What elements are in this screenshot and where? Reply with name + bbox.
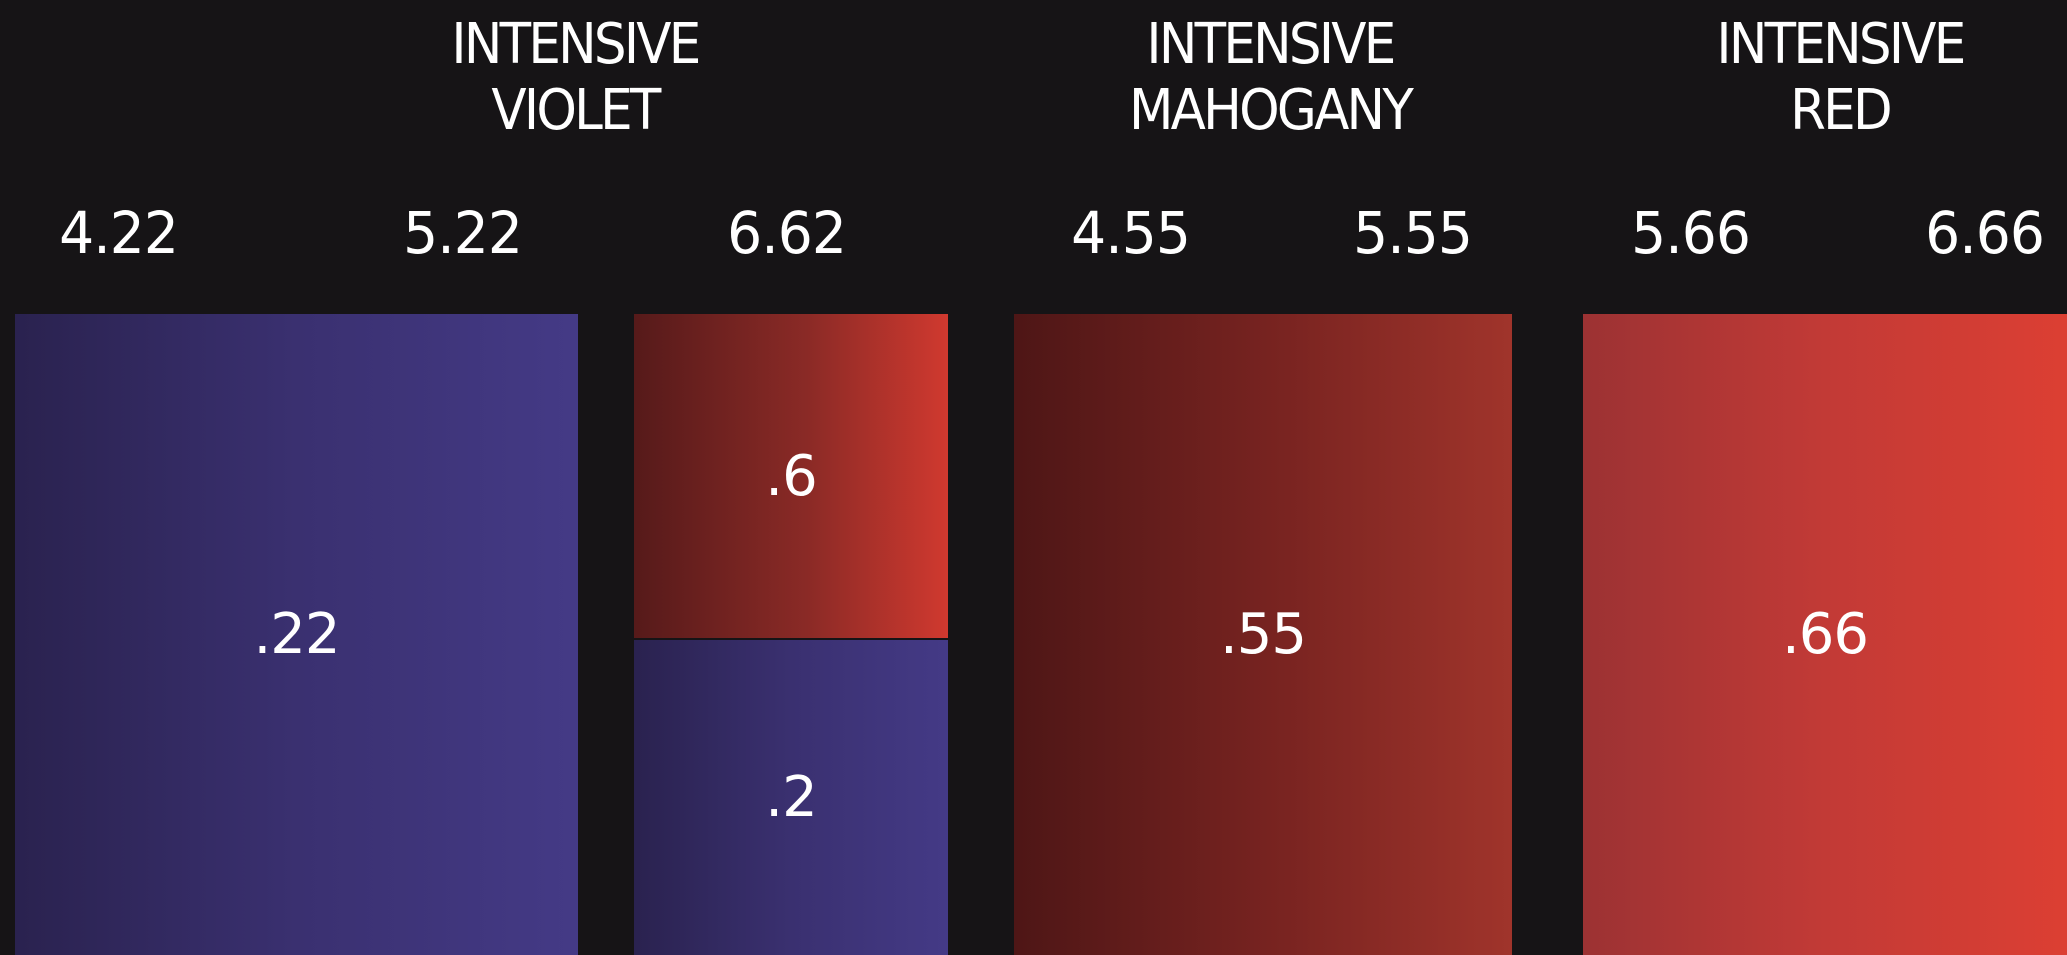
heading-line: INTENSIVE	[1146, 12, 1396, 77]
swatch-violet-2: .2	[634, 640, 948, 955]
shade-number: 5.66	[1631, 199, 1751, 267]
heading-line: RED	[1790, 78, 1893, 143]
swatch-violet-22: .22	[15, 314, 578, 955]
shade-number: 4.55	[1071, 199, 1191, 267]
heading-line: MAHOGANY	[1128, 78, 1414, 143]
heading-intensive-mahogany: INTENSIVE MAHOGANY	[1040, 12, 1500, 144]
shade-number: 5.22	[403, 199, 523, 267]
heading-intensive-violet: INTENSIVE VIOLET	[391, 12, 759, 144]
shade-number: 4.22	[59, 199, 179, 267]
swatch-red-66: .66	[1583, 314, 2067, 955]
swatch-mahogany-55: .55	[1014, 314, 1512, 955]
heading-line: INTENSIVE	[451, 12, 701, 77]
swatch-red-6: .6	[634, 314, 948, 638]
shade-number: 6.66	[1925, 199, 2045, 267]
heading-line: INTENSIVE	[1716, 12, 1966, 77]
swatch-label: .55	[1219, 602, 1307, 667]
shade-number: 6.62	[727, 199, 847, 267]
shade-number: 5.55	[1353, 199, 1473, 267]
swatch-label: .2	[765, 765, 817, 830]
swatch-label: .66	[1781, 602, 1869, 667]
swatch-label: .6	[765, 443, 817, 509]
swatch-label: .22	[253, 602, 340, 667]
heading-line: VIOLET	[491, 78, 661, 143]
heading-intensive-red: INTENSIVE RED	[1656, 12, 2024, 144]
